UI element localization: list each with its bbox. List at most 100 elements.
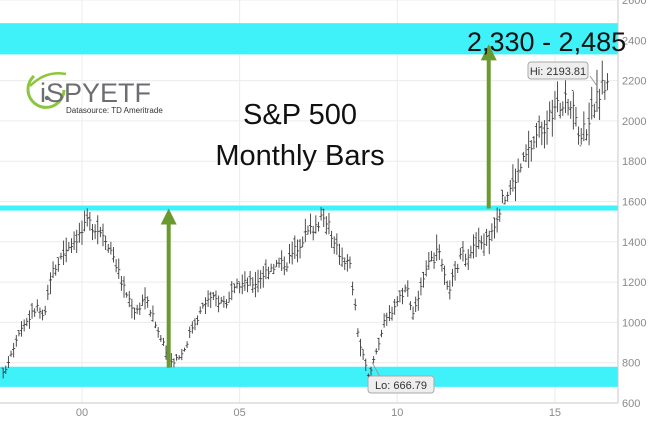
y-tick-label: 800 xyxy=(622,358,640,370)
price-bar xyxy=(19,321,24,337)
price-bar xyxy=(303,218,307,243)
price-bar xyxy=(500,189,504,204)
price-bar xyxy=(482,233,486,256)
price-bar xyxy=(185,341,189,348)
price-bar xyxy=(138,302,142,316)
price-bar xyxy=(603,80,607,100)
price-bar xyxy=(256,269,260,293)
price-bar xyxy=(77,222,81,243)
price-bar xyxy=(448,280,452,300)
price-bar xyxy=(527,130,531,168)
ispyetf-logo: iSPYETF Datasource: TD Ameritrade xyxy=(26,72,163,115)
price-bar xyxy=(98,226,102,238)
price-bar xyxy=(125,292,129,298)
price-bar xyxy=(217,295,221,313)
x-tick-label: 00 xyxy=(76,407,88,419)
price-bar xyxy=(351,281,355,296)
price-bar xyxy=(364,358,368,372)
price-bar xyxy=(301,236,305,248)
price-bar xyxy=(314,215,318,234)
logo-brand: iSPYETF xyxy=(40,78,151,108)
price-bar xyxy=(251,277,255,293)
price-bar xyxy=(306,225,310,235)
price-bar xyxy=(322,208,326,227)
price-bar xyxy=(511,164,515,192)
price-bar xyxy=(9,350,13,357)
price-bars xyxy=(1,60,610,379)
price-bar xyxy=(498,208,502,222)
price-bar xyxy=(295,239,300,263)
price-bar xyxy=(574,107,578,127)
price-bar xyxy=(374,348,378,355)
target-zones xyxy=(0,23,618,387)
price-bar xyxy=(437,244,441,261)
price-bar xyxy=(227,291,231,303)
price-bar xyxy=(495,207,499,233)
price-bar xyxy=(272,263,276,275)
price-bar xyxy=(382,313,386,328)
price-bar xyxy=(566,98,570,116)
price-bar xyxy=(85,208,89,227)
price-bar xyxy=(290,241,294,265)
price-bar xyxy=(222,295,226,308)
price-bar xyxy=(358,338,363,357)
price-bar xyxy=(327,212,331,235)
price-bar xyxy=(587,102,591,146)
price-bar xyxy=(56,256,60,272)
price-bar xyxy=(235,278,239,289)
price-bar xyxy=(442,265,447,285)
price-bar xyxy=(458,247,462,260)
price-bar xyxy=(117,258,121,279)
price-bar xyxy=(54,264,58,276)
price-bar xyxy=(248,270,252,287)
price-bar xyxy=(319,207,323,221)
price-bar xyxy=(17,330,21,337)
price-bar xyxy=(201,302,205,309)
price-bar xyxy=(132,307,137,320)
price-bar xyxy=(83,210,87,232)
price-bar xyxy=(450,268,455,287)
price-bar xyxy=(69,238,74,254)
price-bar xyxy=(563,80,568,114)
y-tick-label: 1000 xyxy=(622,317,646,329)
price-bar xyxy=(379,329,384,338)
price-bar xyxy=(259,270,263,289)
price-bar xyxy=(172,358,176,368)
price-bar xyxy=(156,327,160,338)
price-bar xyxy=(356,328,360,338)
price-bar xyxy=(80,220,84,245)
price-bar xyxy=(143,287,147,310)
price-bar xyxy=(529,140,533,162)
price-bar xyxy=(340,247,344,267)
price-bar xyxy=(266,266,271,280)
y-tick-label: 1600 xyxy=(622,197,646,209)
price-bar xyxy=(59,252,63,260)
price-bar xyxy=(148,309,152,317)
price-bar xyxy=(111,246,116,263)
high-callout-label: Hi: 2193.81 xyxy=(530,66,586,78)
price-bar xyxy=(329,230,334,248)
price-bar xyxy=(211,292,215,301)
price-bar xyxy=(343,257,347,271)
price-bar xyxy=(477,227,481,250)
price-bar xyxy=(524,144,528,163)
price-bar xyxy=(140,294,145,307)
price-bar xyxy=(209,291,213,308)
price-bar xyxy=(180,348,184,361)
price-bar xyxy=(582,111,586,142)
price-bar xyxy=(519,163,523,173)
price-bar xyxy=(369,366,373,376)
price-bar xyxy=(324,216,328,235)
price-bar xyxy=(598,88,602,121)
price-bar xyxy=(335,233,339,255)
price-bar xyxy=(219,296,223,304)
price-bar xyxy=(377,337,381,351)
price-bar xyxy=(550,99,554,137)
price-bar xyxy=(159,335,163,342)
price-bar xyxy=(161,337,166,347)
y-tick-label: 1200 xyxy=(622,277,646,289)
price-bar xyxy=(600,60,604,95)
price-bar xyxy=(182,347,187,352)
price-bar xyxy=(104,235,108,250)
price-bar xyxy=(198,306,202,315)
